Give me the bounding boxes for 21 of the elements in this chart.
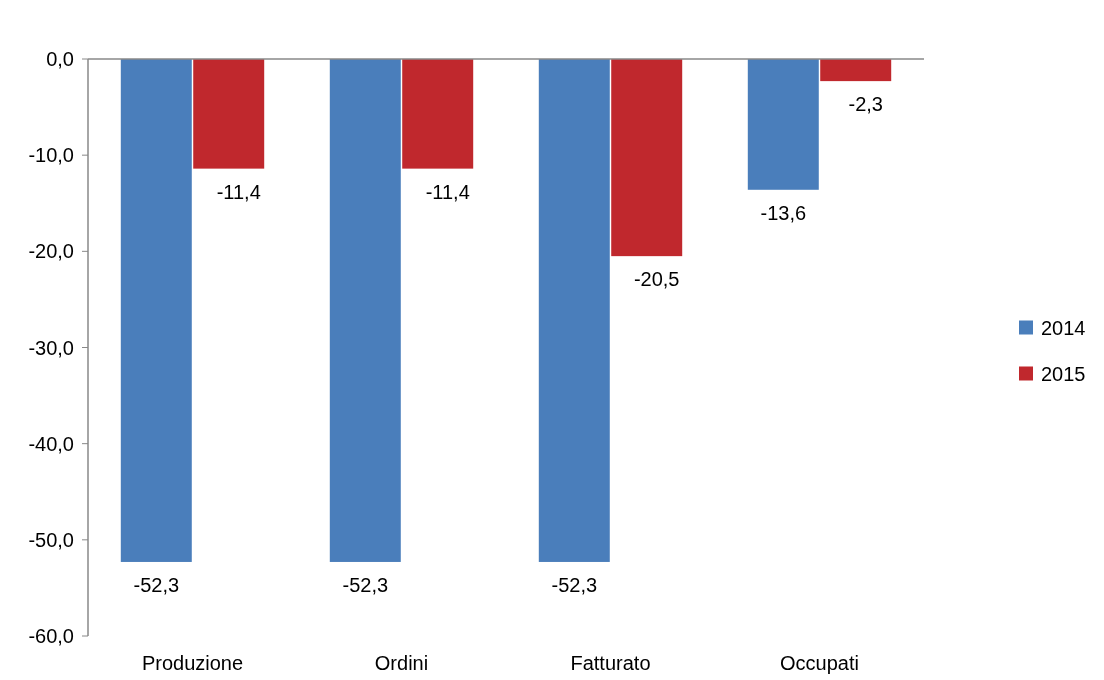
y-tick-label: -60,0 bbox=[28, 625, 74, 647]
data-label: -13,6 bbox=[760, 201, 807, 224]
y-tick-label: -50,0 bbox=[28, 528, 74, 551]
data-label: -52,3 bbox=[342, 573, 389, 596]
x-tick-label: Produzione bbox=[141, 652, 244, 674]
data-label: -52,3 bbox=[133, 573, 180, 596]
y-tick-label: -20,0 bbox=[28, 240, 74, 263]
x-tick-label: Ordini bbox=[374, 652, 429, 674]
x-tick-label: Fatturato bbox=[570, 652, 651, 674]
y-tick-label: -40,0 bbox=[28, 432, 74, 455]
data-label: -52,3 bbox=[551, 573, 598, 596]
y-tick-label: -10,0 bbox=[28, 144, 74, 167]
legend-label: 2015 bbox=[1041, 362, 1086, 385]
legend-label: 2014 bbox=[1041, 316, 1086, 339]
y-tick-label: -30,0 bbox=[28, 336, 74, 359]
data-label: -11,4 bbox=[216, 180, 261, 203]
x-tick-label: Occupati bbox=[780, 652, 859, 674]
data-label: -2,3 bbox=[848, 93, 883, 116]
data-label: -20,5 bbox=[633, 268, 680, 291]
data-label: -11,4 bbox=[425, 180, 470, 203]
y-tick-label: 0,0 bbox=[46, 48, 74, 70]
